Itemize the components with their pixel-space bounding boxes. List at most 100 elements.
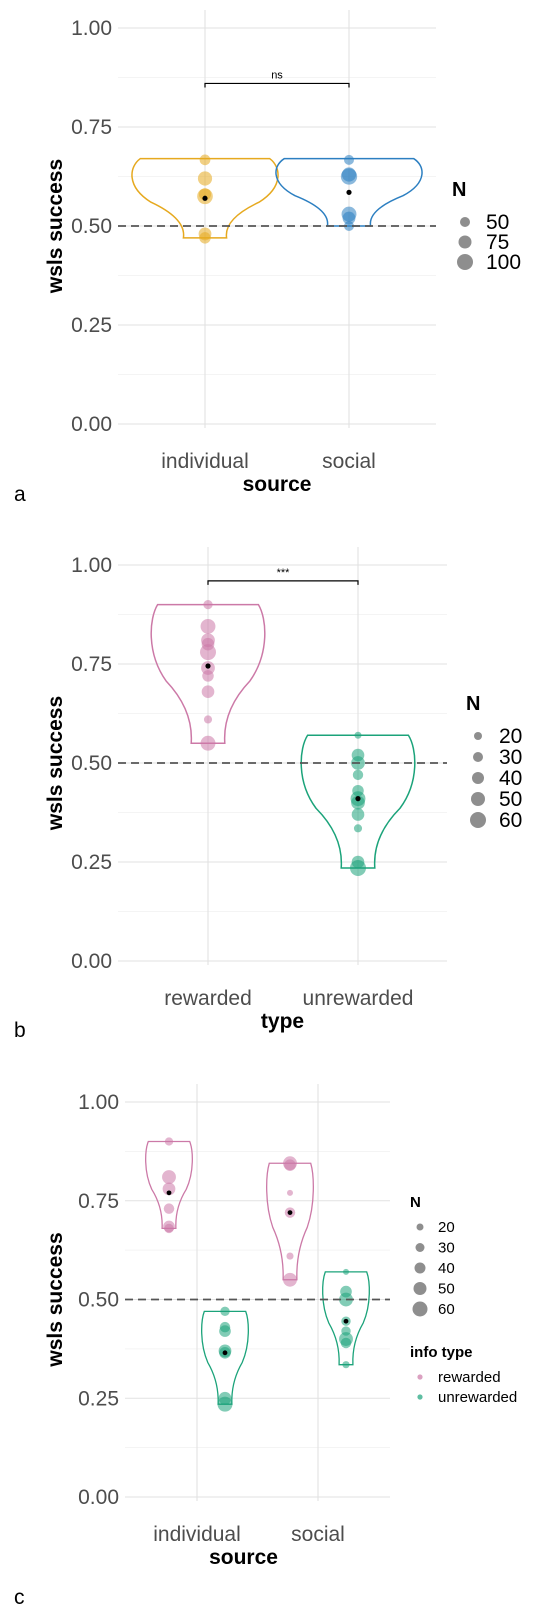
y-axis-title: wsls success: [44, 696, 67, 831]
significance-bracket: [204, 82, 350, 88]
data-point: [163, 1203, 175, 1214]
data-point: [200, 618, 216, 634]
data-point: [283, 1272, 297, 1287]
data-point: [286, 1252, 294, 1260]
data-point: [162, 1182, 176, 1196]
y-tick-label: 1.00: [71, 17, 112, 40]
panel-b: 0.00 0.25 0.50 0.75 1.00 rewarded unrewardedty…: [14, 547, 522, 1042]
y-tick-label: 0.75: [71, 116, 112, 139]
y-tick-label: 0.25: [71, 851, 112, 874]
data-point: [219, 1325, 231, 1337]
legend-size-symbol: [412, 1301, 428, 1317]
data-point: [340, 168, 358, 185]
legend-size-symbol: [414, 1262, 426, 1274]
y-tick-label: 1.00: [78, 1091, 119, 1114]
violin-outline: [145, 1140, 193, 1230]
legend-size-symbol: [471, 792, 485, 806]
data-point: [164, 1137, 174, 1146]
panel-c: 0.00 0.25 0.50 0.75 1.00 individual social sour…: [14, 1084, 517, 1606]
violin-outline: [300, 734, 416, 869]
significance-label: ***: [277, 567, 291, 579]
violin-group: [131, 154, 279, 244]
data-point: [344, 221, 354, 231]
mean-point: [355, 796, 361, 802]
legend-title-n: N: [452, 179, 466, 201]
data-point: [164, 1223, 174, 1234]
data-point: [203, 599, 213, 610]
legend-size-label: 20: [438, 1219, 455, 1236]
data-point: [284, 1159, 296, 1172]
y-tick-label: 0.50: [71, 215, 112, 238]
data-point: [162, 1170, 176, 1184]
y-tick-label: 1.00: [71, 554, 112, 577]
legend-size-symbol: [415, 1243, 425, 1252]
x-axis-title: source: [243, 473, 312, 496]
x-tick-label: individual: [153, 1523, 241, 1546]
legend-title-n: N: [466, 693, 480, 715]
x-tick-label: social: [291, 1523, 345, 1546]
data-point: [287, 1189, 293, 1196]
y-tick-label: 0.75: [78, 1190, 119, 1213]
legend-size-symbol: [460, 217, 470, 227]
x-axis-title: source: [209, 1546, 278, 1569]
data-point: [353, 824, 363, 833]
legend-size-label: 60: [438, 1301, 455, 1318]
violin-outline: [150, 603, 266, 744]
panel-label: a: [14, 483, 26, 506]
legend-size-label: 60: [499, 809, 522, 832]
data-point: [344, 154, 354, 165]
mean-point: [166, 1190, 172, 1196]
x-tick-label: social: [322, 450, 376, 473]
legend-info-type-label: unrewarded: [438, 1389, 517, 1406]
mean-point: [343, 1318, 349, 1324]
data-point: [200, 735, 216, 751]
y-tick-label: 0.25: [78, 1387, 119, 1410]
data-point: [197, 171, 213, 186]
legend-size-label: 75: [486, 231, 509, 254]
violin-group: [201, 1306, 249, 1412]
y-tick-label: 0.50: [71, 752, 112, 775]
x-axis-title: type: [261, 1010, 304, 1033]
y-tick-label: 0.25: [71, 314, 112, 337]
panel-a: 0.00 0.25 0.50 0.75 1.00 individual social sour…: [14, 10, 521, 506]
violin-group: [322, 1268, 370, 1369]
y-axis-title: wsls success: [44, 1232, 67, 1367]
legend-size-label: 40: [438, 1260, 455, 1277]
data-point: [354, 731, 362, 739]
legend-size-symbol: [458, 235, 472, 249]
data-point: [343, 1268, 349, 1275]
data-point: [220, 1306, 230, 1317]
mean-point: [287, 1210, 293, 1215]
significance-bracket: [207, 580, 359, 585]
y-tick-label: 0.50: [78, 1289, 119, 1312]
data-point: [199, 154, 211, 166]
data-point: [352, 769, 364, 781]
legend-size-symbol: [472, 772, 484, 784]
x-tick-label: individual: [161, 450, 249, 473]
data-point: [199, 232, 211, 244]
violin-group: [150, 599, 266, 751]
x-tick-label: unrewarded: [303, 987, 414, 1010]
data-point: [342, 1361, 350, 1369]
legend-size-label: 100: [486, 251, 521, 274]
legend-color-symbol: [417, 1374, 423, 1380]
panel-label: c: [14, 1586, 25, 1606]
violin-group: [145, 1137, 193, 1234]
legend-size-symbol: [470, 812, 486, 828]
data-point: [217, 1396, 233, 1412]
legend-size-label: 50: [486, 211, 509, 234]
violin-group: [266, 1156, 314, 1287]
legend-info-type-label: rewarded: [438, 1369, 501, 1386]
legend-size-symbol: [413, 1282, 427, 1295]
violin-outline: [322, 1271, 370, 1366]
mean-point: [202, 195, 208, 201]
y-tick-label: 0.00: [71, 413, 112, 436]
data-point: [351, 808, 365, 821]
legend-size-symbol: [473, 752, 483, 762]
data-point: [342, 211, 356, 225]
y-tick-label: 0.00: [78, 1486, 119, 1509]
violin-group: [300, 731, 416, 876]
mean-point: [205, 663, 211, 669]
